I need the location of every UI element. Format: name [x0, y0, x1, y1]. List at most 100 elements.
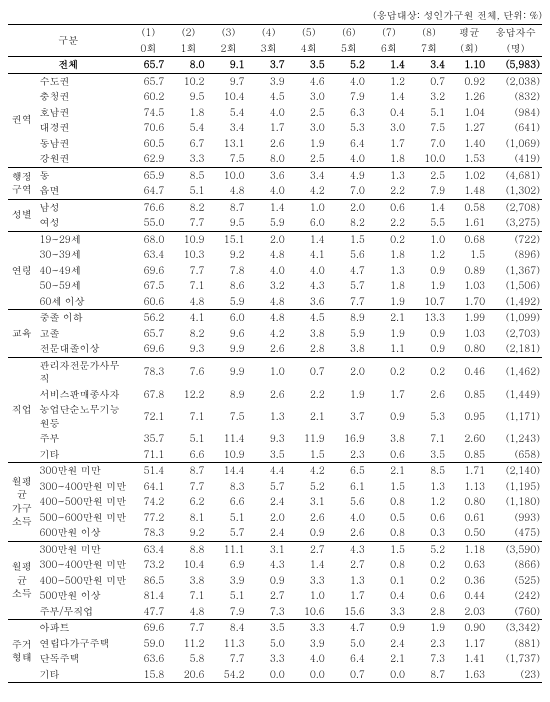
data-cell: 3.8: [329, 341, 369, 357]
col-header-top: (5): [289, 25, 329, 41]
data-cell: 1.02: [449, 167, 489, 183]
data-cell: 3.9: [289, 636, 329, 652]
data-cell: 9.7: [208, 73, 248, 89]
total-value: 65.7: [128, 57, 168, 74]
data-cell: 9.5: [168, 89, 208, 105]
data-cell: 62.9: [128, 151, 168, 167]
data-cell: 54.2: [208, 667, 248, 683]
data-cell: 0.0: [289, 667, 329, 683]
data-cell: (866): [489, 557, 542, 573]
data-cell: 1.7: [369, 387, 409, 403]
data-cell: 2.2: [289, 387, 329, 403]
data-cell: 65.9: [128, 167, 168, 183]
data-cell: 3.5: [409, 447, 449, 463]
data-cell: 0.61: [449, 510, 489, 526]
data-cell: 2.7: [329, 557, 369, 573]
data-cell: 4.7: [329, 620, 369, 636]
data-cell: 0.63: [449, 557, 489, 573]
data-cell: 1.0: [409, 231, 449, 247]
data-cell: 1.5: [369, 479, 409, 495]
data-cell: 10.0: [409, 151, 449, 167]
col-header-bot: 3회: [249, 41, 289, 57]
data-cell: (1,367): [489, 263, 542, 279]
data-cell: 4.5: [249, 89, 289, 105]
data-cell: 6.9: [208, 557, 248, 573]
data-cell: 6.6: [168, 447, 208, 463]
data-cell: 11.4: [208, 431, 248, 447]
data-cell: 7.7: [168, 263, 208, 279]
category-header: 직업: [8, 357, 35, 463]
data-cell: (3,590): [489, 541, 542, 557]
data-cell: 5.1: [168, 431, 208, 447]
data-cell: 7.9: [208, 604, 248, 620]
data-cell: 2.1: [369, 463, 409, 479]
data-cell: 1.27: [449, 120, 489, 136]
data-cell: 1.7: [369, 136, 409, 152]
data-cell: 7.5: [208, 402, 248, 431]
total-value: 1.4: [369, 57, 409, 74]
data-cell: 69.6: [128, 620, 168, 636]
data-cell: 1.8: [369, 247, 409, 263]
data-cell: 15.6: [329, 604, 369, 620]
data-cell: 76.6: [128, 199, 168, 215]
data-cell: 1.4: [289, 231, 329, 247]
data-cell: 7.6: [168, 357, 208, 387]
row-label: 30~39세: [35, 247, 128, 263]
data-cell: 7.7: [329, 294, 369, 310]
data-cell: 2.6: [249, 136, 289, 152]
data-cell: (722): [489, 231, 542, 247]
row-label: 19~29세: [35, 231, 128, 247]
data-cell: 10.7: [409, 294, 449, 310]
col-header-top: (8): [409, 25, 449, 41]
data-cell: 5.7: [249, 479, 289, 495]
data-cell: (1,180): [489, 494, 542, 510]
col-header-top: (7): [369, 25, 409, 41]
data-cell: 10.3: [168, 247, 208, 263]
row-label: 관리자전문가사무직: [35, 357, 128, 387]
data-cell: 11.1: [208, 541, 248, 557]
data-cell: 1.1: [369, 341, 409, 357]
data-cell: 10.9: [168, 231, 208, 247]
data-cell: 67.8: [128, 387, 168, 403]
data-cell: 1.26: [449, 89, 489, 105]
row-label: 읍면: [35, 183, 128, 199]
col-header-group: 구분: [8, 25, 128, 57]
row-label: 40~49세: [35, 263, 128, 279]
data-cell: 1.8: [369, 278, 409, 294]
data-cell: 1.4: [289, 557, 329, 573]
col-header-top: 평균: [449, 25, 489, 41]
data-cell: 1.4: [249, 199, 289, 215]
data-cell: 8.2: [168, 199, 208, 215]
data-cell: 0.9: [409, 341, 449, 357]
row-label: 농업단순노무기능원등: [35, 402, 128, 431]
data-cell: 3.2: [249, 278, 289, 294]
data-cell: 14.4: [208, 463, 248, 479]
data-cell: 0.46: [449, 357, 489, 387]
data-cell: 3.0: [289, 120, 329, 136]
data-cell: 0.8: [369, 525, 409, 541]
data-cell: 8.9: [208, 387, 248, 403]
data-cell: 2.60: [449, 431, 489, 447]
data-cell: 3.5: [249, 620, 289, 636]
data-cell: 5.1: [208, 588, 248, 604]
category-header: 주거형태: [8, 620, 35, 683]
row-label: 500만원 이상: [35, 588, 128, 604]
data-cell: 7.0: [329, 183, 369, 199]
data-cell: 6.4: [329, 651, 369, 667]
col-header-bot: 4회: [289, 41, 329, 57]
data-cell: 0.0: [369, 667, 409, 683]
data-cell: 0.2: [409, 357, 449, 387]
category-header: 월평균가구소득: [8, 463, 35, 542]
data-cell: 55.0: [128, 215, 168, 231]
data-cell: 10.4: [208, 89, 248, 105]
col-header-bot: 7회: [409, 41, 449, 57]
data-cell: 11.9: [289, 431, 329, 447]
data-cell: 16.9: [329, 431, 369, 447]
data-cell: (2,708): [489, 199, 542, 215]
data-cell: 1.71: [449, 463, 489, 479]
data-cell: (525): [489, 573, 542, 589]
data-cell: 0.90: [449, 620, 489, 636]
data-cell: 0.9: [249, 573, 289, 589]
data-cell: 7.0: [409, 136, 449, 152]
data-cell: 1.9: [329, 387, 369, 403]
